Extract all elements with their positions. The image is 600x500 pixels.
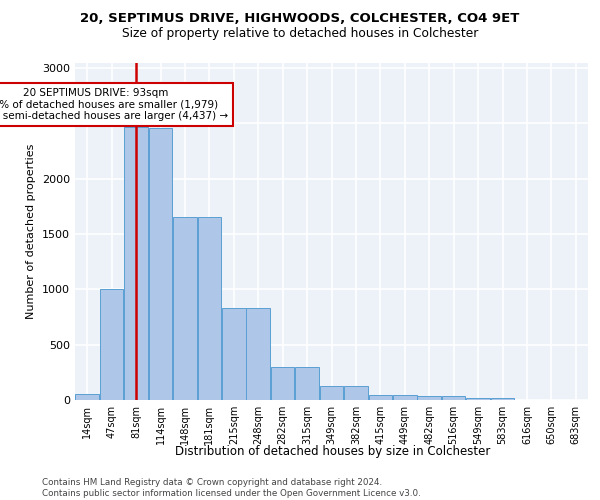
Text: Distribution of detached houses by size in Colchester: Distribution of detached houses by size … [175, 444, 491, 458]
Text: 20 SEPTIMUS DRIVE: 93sqm
← 31% of detached houses are smaller (1,979)
69% of sem: 20 SEPTIMUS DRIVE: 93sqm ← 31% of detach… [0, 88, 229, 121]
Y-axis label: Number of detached properties: Number of detached properties [26, 144, 37, 319]
Bar [393, 395, 416, 400]
Bar [173, 217, 197, 400]
Bar [271, 367, 295, 400]
Bar [295, 367, 319, 400]
Bar [247, 308, 270, 400]
Bar [466, 398, 490, 400]
Bar [124, 126, 148, 400]
Bar [76, 394, 99, 400]
Text: 20, SEPTIMUS DRIVE, HIGHWOODS, COLCHESTER, CO4 9ET: 20, SEPTIMUS DRIVE, HIGHWOODS, COLCHESTE… [80, 12, 520, 26]
Bar [368, 395, 392, 400]
Bar [149, 128, 172, 400]
Bar [442, 396, 466, 400]
Bar [197, 217, 221, 400]
Text: Size of property relative to detached houses in Colchester: Size of property relative to detached ho… [122, 28, 478, 40]
Bar [222, 308, 245, 400]
Bar [491, 398, 514, 400]
Bar [344, 386, 368, 400]
Text: Contains HM Land Registry data © Crown copyright and database right 2024.
Contai: Contains HM Land Registry data © Crown c… [42, 478, 421, 498]
Bar [100, 290, 124, 400]
Bar [320, 386, 343, 400]
Bar [418, 396, 441, 400]
